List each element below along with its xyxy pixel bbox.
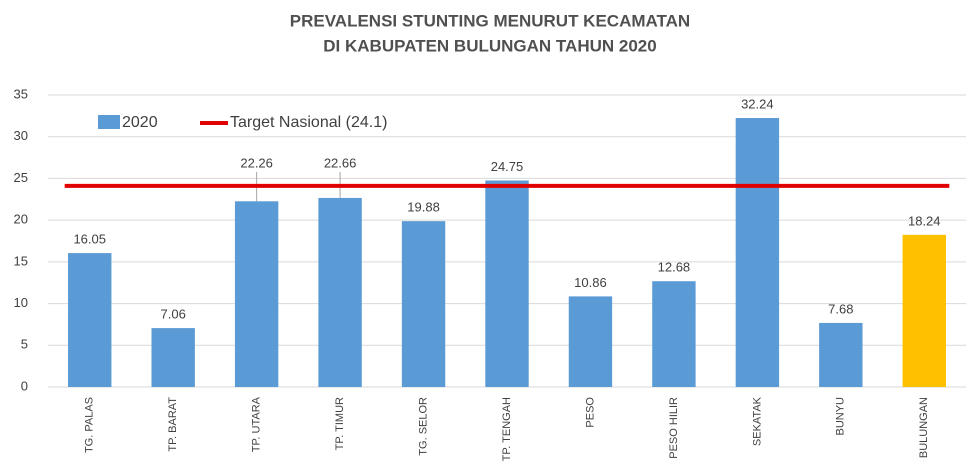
- x-tick-label: PESO: [584, 397, 596, 428]
- y-tick-label: 35: [14, 86, 28, 101]
- x-tick-label: TP. TENGAH: [501, 397, 513, 461]
- x-tick-label: SEKATAK: [751, 396, 763, 446]
- data-label: 22.26: [240, 155, 273, 170]
- x-tick-label: PESO HILIR: [668, 397, 680, 459]
- x-tick-label: BUNYU: [835, 397, 847, 436]
- data-label: 7.06: [161, 307, 186, 322]
- y-tick-label: 30: [14, 128, 28, 143]
- bar: [652, 281, 696, 387]
- bar: [568, 296, 613, 387]
- data-label: 24.75: [491, 159, 524, 174]
- y-tick-label: 0: [21, 378, 28, 393]
- legend-label: 2020: [122, 114, 158, 131]
- bar: [318, 197, 362, 387]
- bar: [234, 201, 279, 387]
- x-tick-label: TP. UTARA: [251, 396, 263, 452]
- bar: [735, 118, 780, 388]
- data-label: 19.88: [407, 200, 440, 215]
- x-tick-label: BULUNGAN: [918, 397, 930, 458]
- y-tick-label: 5: [21, 337, 28, 352]
- x-tick-label: TP. BARAT: [167, 397, 179, 452]
- bar: [819, 322, 863, 387]
- y-tick-label: 20: [14, 212, 28, 227]
- chart-title: PREVALENSI STUNTING MENURUT KECAMATAN: [290, 11, 690, 30]
- data-label: 12.68: [658, 260, 691, 275]
- y-tick-label: 10: [14, 295, 28, 310]
- bar: [151, 328, 195, 387]
- x-tick-label: TG. PALAS: [84, 397, 96, 453]
- data-label: 16.05: [73, 232, 106, 247]
- x-tick-label: TP. TIMUR: [334, 397, 346, 450]
- data-label: 10.86: [574, 275, 607, 290]
- y-tick-label: 25: [14, 170, 28, 185]
- legend-swatch: [98, 115, 120, 129]
- bar: [902, 234, 946, 387]
- legend-label: Target Nasional (24.1): [230, 114, 387, 131]
- x-tick-label: TG. SELOR: [417, 397, 429, 456]
- data-label: 7.68: [828, 301, 853, 316]
- data-label: 32.24: [741, 96, 774, 111]
- bar: [68, 253, 112, 387]
- chart-title: DI KABUPATEN BULUNGAN TAHUN 2020: [323, 36, 656, 55]
- data-label: 18.24: [908, 213, 941, 228]
- y-tick-label: 15: [14, 253, 28, 268]
- data-label: 22.66: [324, 155, 357, 170]
- bar: [485, 180, 529, 387]
- bar: [401, 221, 446, 387]
